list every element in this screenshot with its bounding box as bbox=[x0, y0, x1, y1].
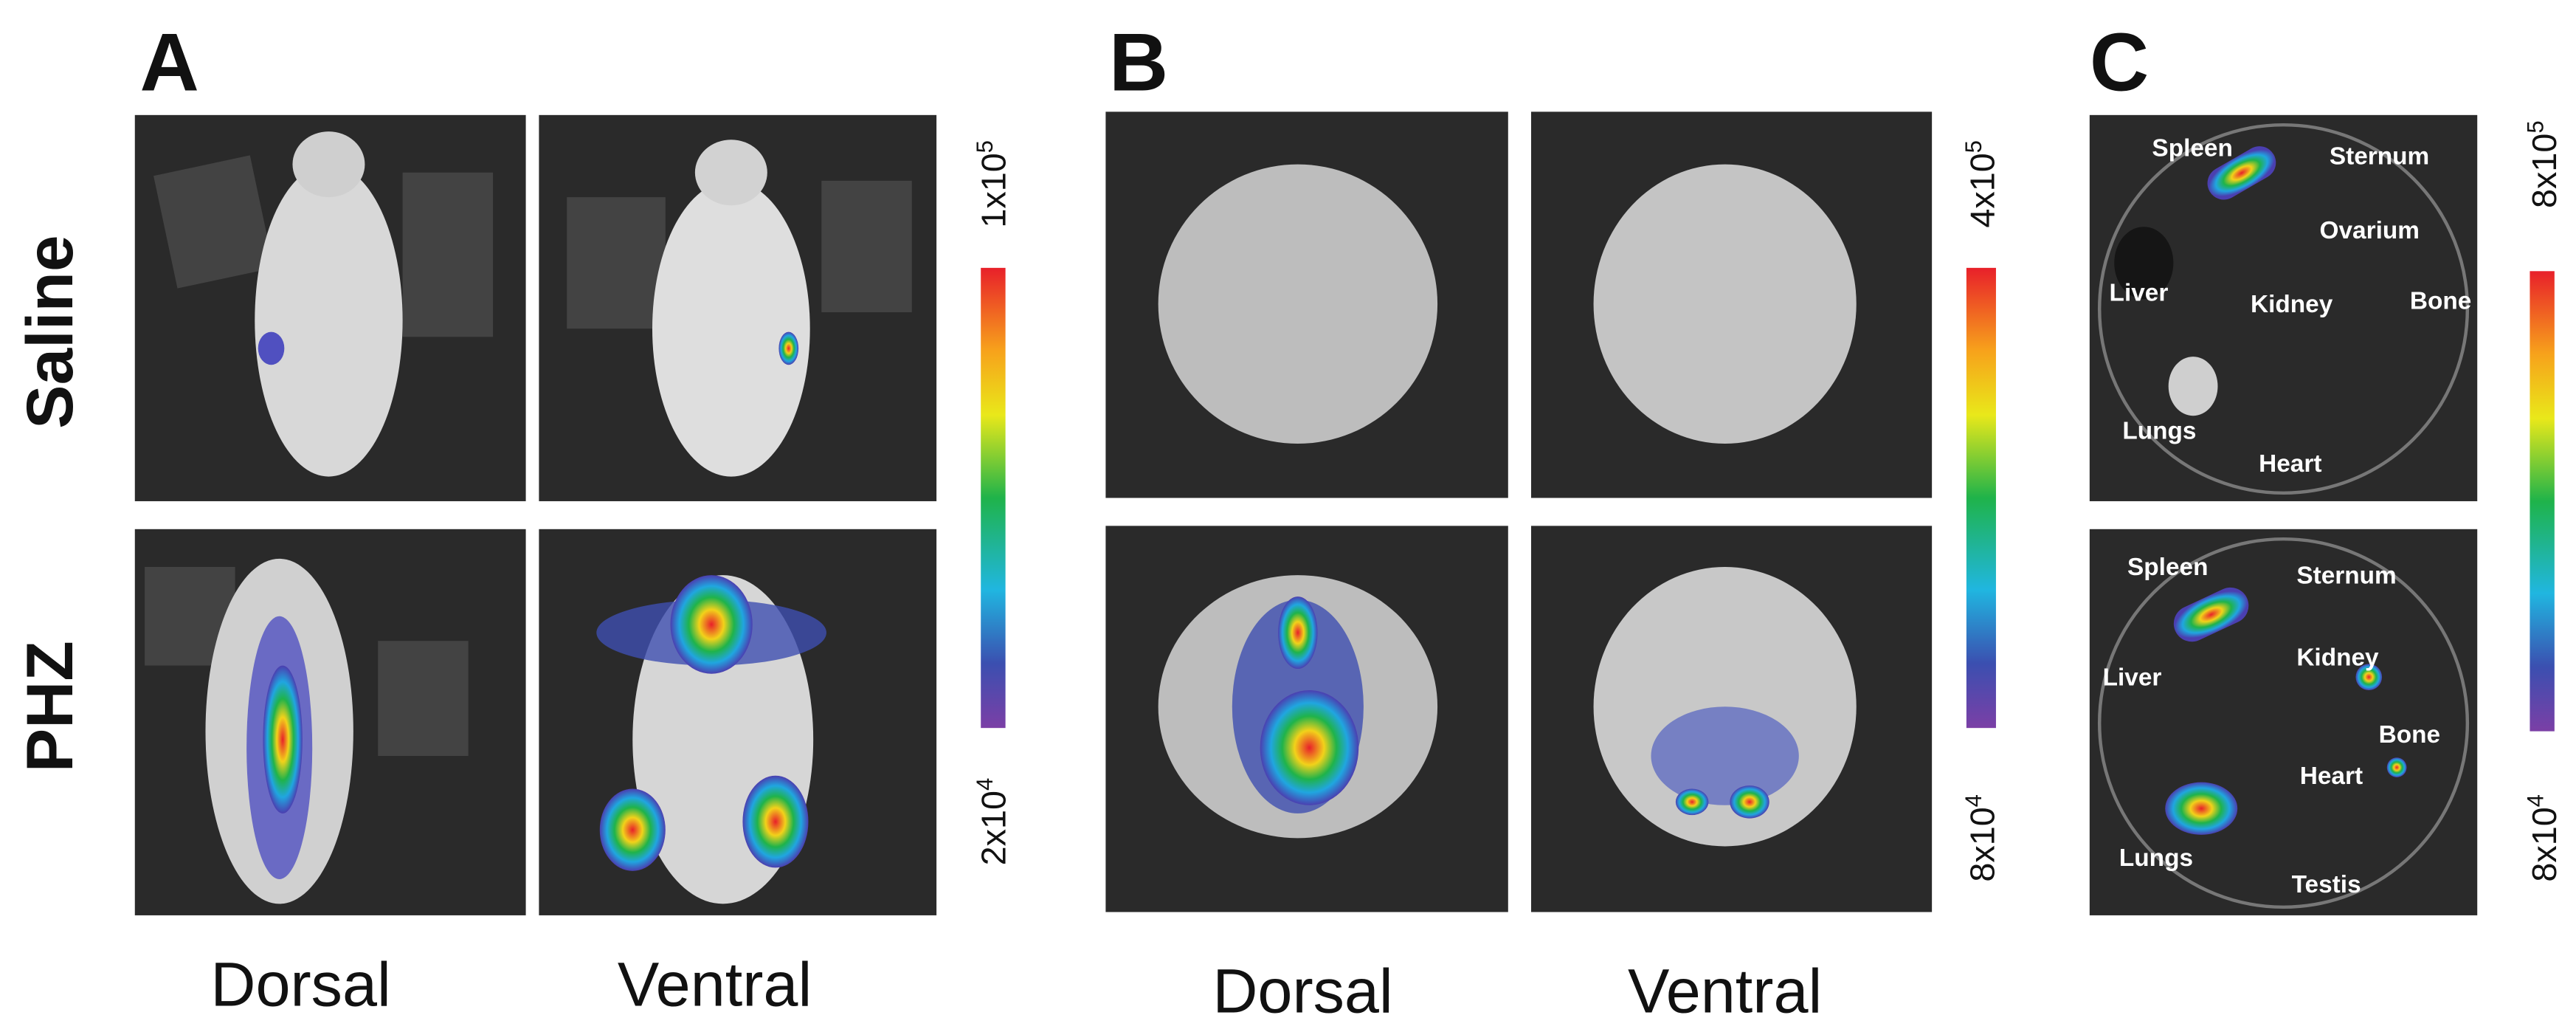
row-label: Saline bbox=[13, 235, 86, 429]
column-label: Ventral bbox=[1628, 955, 1822, 1025]
scale-base: 1x10 bbox=[975, 153, 1013, 227]
organ-label: Liver bbox=[2110, 279, 2169, 306]
signal bbox=[2207, 146, 2276, 200]
scale-exponent: 5 bbox=[2522, 120, 2548, 133]
scale-min: 2x104 bbox=[972, 778, 1013, 866]
organ-label: Kidney bbox=[2251, 291, 2333, 318]
tape bbox=[378, 641, 469, 757]
tape bbox=[402, 172, 494, 337]
column-label: Dorsal bbox=[1212, 955, 1392, 1025]
mouse bbox=[652, 180, 810, 477]
organ-shape bbox=[2114, 227, 2174, 300]
organ-label: Bone bbox=[2379, 721, 2440, 749]
signal bbox=[1675, 788, 1709, 816]
signal bbox=[778, 331, 799, 365]
dish bbox=[2097, 537, 2470, 909]
scale-base: 8x10 bbox=[2525, 807, 2563, 881]
organ-label: Spleen bbox=[2152, 134, 2232, 162]
tape bbox=[153, 155, 274, 289]
tape bbox=[567, 197, 666, 329]
scale-base: 2x10 bbox=[975, 791, 1013, 865]
scale-min: 8x104 bbox=[1961, 794, 2002, 882]
organ-label: Ovarium bbox=[2320, 217, 2420, 244]
organ-label: Lungs bbox=[2119, 844, 2193, 872]
tape bbox=[821, 180, 912, 312]
scale-exponent: 4 bbox=[972, 778, 998, 791]
panel-letter: A bbox=[139, 16, 198, 108]
photo-group bbox=[2089, 114, 2478, 915]
scale-max: 4x105 bbox=[1961, 140, 2002, 228]
color-scale bbox=[2530, 271, 2555, 732]
photo-group bbox=[1105, 111, 1933, 912]
column-label: Ventral bbox=[618, 949, 812, 1019]
scale-max: 8x105 bbox=[2522, 120, 2563, 208]
scale-exponent: 4 bbox=[1961, 794, 1986, 807]
organ-shape bbox=[2168, 357, 2218, 416]
scale-min: 8x104 bbox=[2522, 794, 2563, 882]
organ-label: Heart bbox=[2259, 450, 2321, 478]
signal bbox=[670, 575, 753, 674]
organ-label: Heart bbox=[2300, 763, 2363, 790]
signal bbox=[1278, 596, 1318, 670]
organ-label: Bone bbox=[2410, 288, 2471, 315]
dish bbox=[2097, 123, 2470, 495]
scale-exponent: 5 bbox=[972, 140, 998, 153]
brain bbox=[1593, 164, 1857, 444]
signal bbox=[2355, 664, 2383, 690]
scale-max: 1x105 bbox=[972, 140, 1013, 228]
signal bbox=[1651, 706, 1799, 805]
scale-base: 8x10 bbox=[2525, 134, 2563, 208]
signal bbox=[1730, 785, 1769, 819]
scale-base: 4x10 bbox=[1964, 153, 2002, 227]
panel-letter: B bbox=[1109, 16, 1168, 108]
signal bbox=[2165, 782, 2238, 835]
photo-group bbox=[134, 114, 937, 915]
scale-exponent: 4 bbox=[2522, 794, 2548, 807]
organ-label: Lungs bbox=[2122, 417, 2196, 444]
row-label: PHZ bbox=[13, 641, 86, 772]
organ-label: Kidney bbox=[2296, 644, 2379, 672]
signal bbox=[2173, 587, 2249, 642]
brain bbox=[1158, 164, 1438, 444]
signal bbox=[742, 775, 809, 868]
organ-label: Sternum bbox=[2296, 562, 2396, 589]
panel-letter: C bbox=[2090, 16, 2149, 108]
signal bbox=[1260, 689, 1359, 805]
signal bbox=[2386, 757, 2407, 777]
scale-exponent: 5 bbox=[1961, 140, 1986, 153]
organ-label: Sternum bbox=[2330, 143, 2429, 171]
mouse-head bbox=[292, 131, 365, 198]
signal bbox=[258, 331, 285, 365]
organ-labels: Spleen Sternum Ovarium Liver Kidney Bone… bbox=[2103, 134, 2472, 898]
mouse-head bbox=[694, 140, 767, 206]
color-scale bbox=[1966, 267, 1996, 729]
signal bbox=[263, 665, 303, 813]
color-scale bbox=[981, 267, 1006, 729]
organ-label: Testis bbox=[2292, 871, 2361, 898]
scale-base: 8x10 bbox=[1964, 807, 2002, 881]
organ-label: Liver bbox=[2103, 664, 2162, 691]
mouse bbox=[255, 164, 403, 477]
signal bbox=[599, 788, 666, 871]
column-label: Dorsal bbox=[210, 949, 390, 1019]
organ-label: Spleen bbox=[2127, 554, 2208, 581]
